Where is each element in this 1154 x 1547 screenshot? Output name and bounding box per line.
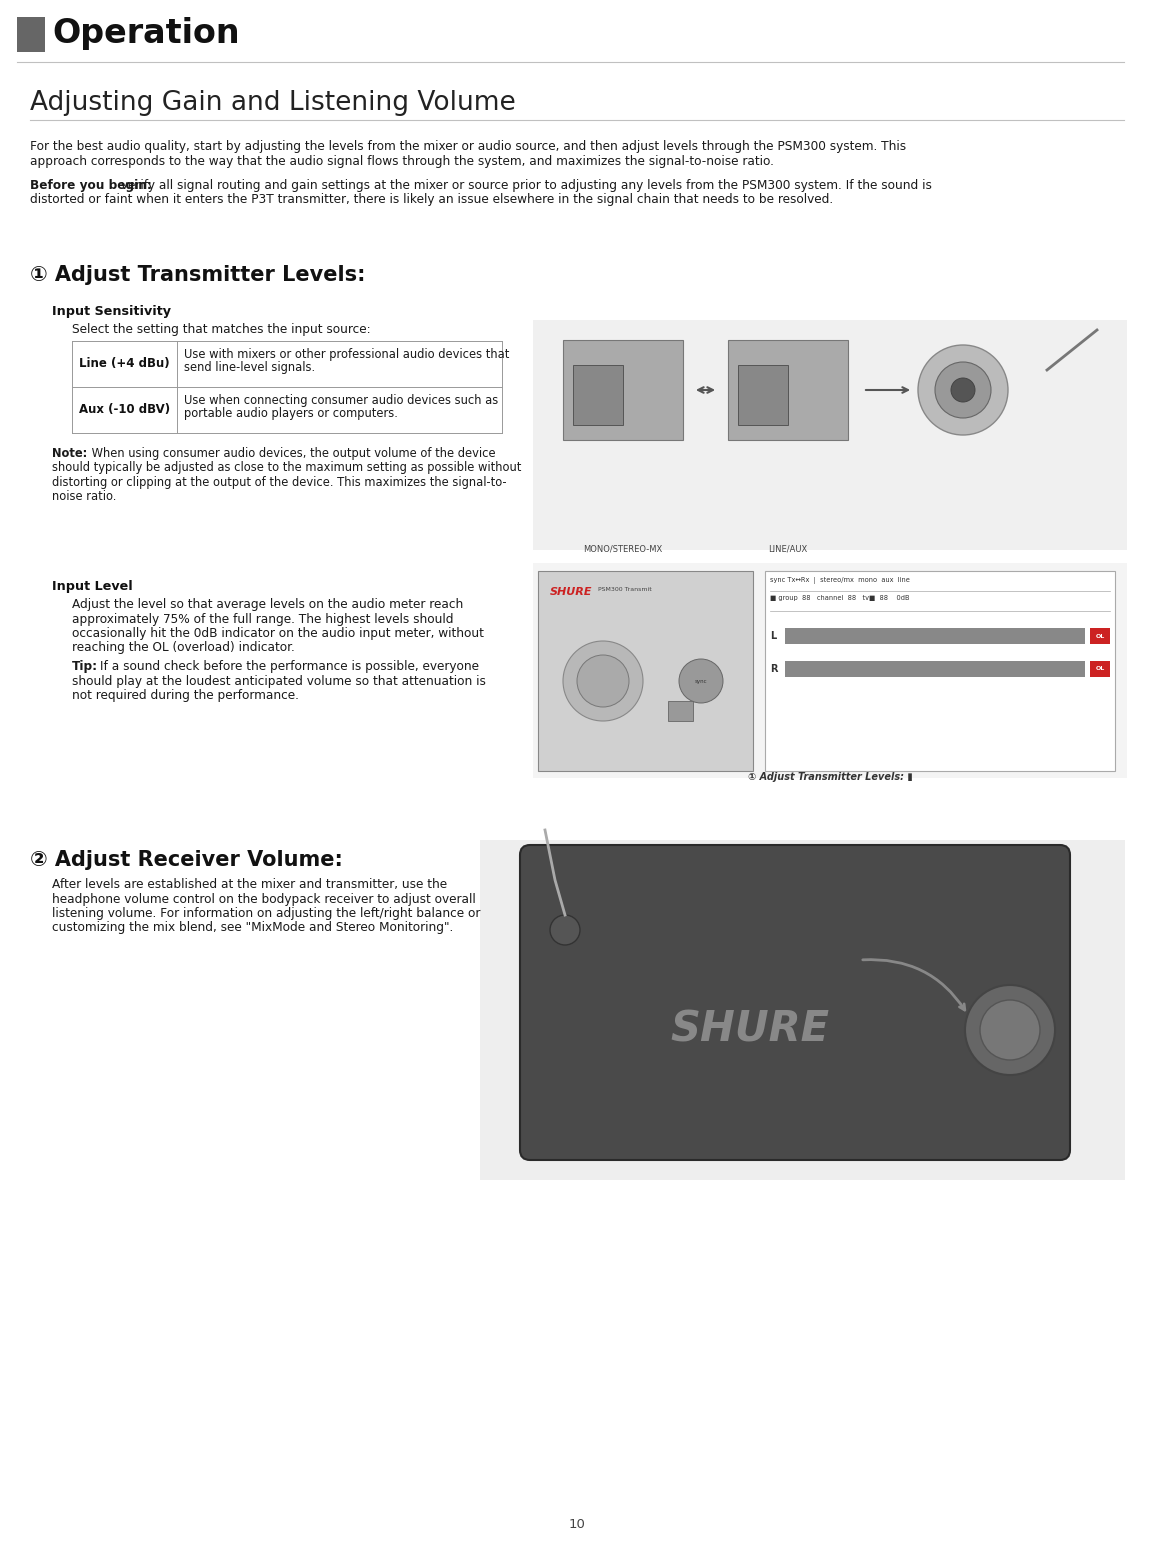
Text: should play at the loudest anticipated volume so that attenuation is: should play at the loudest anticipated v… xyxy=(72,674,486,687)
Text: listening volume. For information on adjusting the left/right balance or: listening volume. For information on adj… xyxy=(52,907,480,920)
Text: OL: OL xyxy=(1095,667,1104,671)
Text: When using consumer audio devices, the output volume of the device: When using consumer audio devices, the o… xyxy=(88,447,495,459)
Text: 10: 10 xyxy=(569,1519,585,1532)
Text: Use with mixers or other professional audio devices that: Use with mixers or other professional au… xyxy=(183,348,509,360)
Circle shape xyxy=(550,914,580,945)
Text: After levels are established at the mixer and transmitter, use the: After levels are established at the mixe… xyxy=(52,879,447,891)
Text: ① Adjust Transmitter Levels: ▮: ① Adjust Transmitter Levels: ▮ xyxy=(748,772,913,781)
Text: distorted or faint when it enters the P3T transmitter, there is likely an issue : distorted or faint when it enters the P3… xyxy=(30,193,833,206)
Text: portable audio players or computers.: portable audio players or computers. xyxy=(183,407,398,421)
Text: MONO/STEREO-MX: MONO/STEREO-MX xyxy=(584,545,662,554)
Text: reaching the OL (overload) indicator.: reaching the OL (overload) indicator. xyxy=(72,642,294,654)
Text: Tip:: Tip: xyxy=(72,661,98,673)
Text: OL: OL xyxy=(1095,634,1104,639)
Bar xyxy=(739,365,788,425)
Text: Line (+4 dBu): Line (+4 dBu) xyxy=(80,357,170,370)
Text: ■ group  88   channel  88   tv■  88    0dB: ■ group 88 channel 88 tv■ 88 0dB xyxy=(770,596,909,600)
Text: LINE/AUX: LINE/AUX xyxy=(769,545,808,554)
Circle shape xyxy=(951,377,975,402)
Bar xyxy=(765,571,1115,770)
Text: Select the setting that matches the input source:: Select the setting that matches the inpu… xyxy=(72,323,370,336)
Bar xyxy=(533,563,1127,778)
Text: sync Tx↔Rx  |  stereo/mx  mono  aux  line: sync Tx↔Rx | stereo/mx mono aux line xyxy=(770,577,909,585)
Circle shape xyxy=(935,362,991,418)
Text: For the best audio quality, start by adjusting the levels from the mixer or audi: For the best audio quality, start by adj… xyxy=(30,139,906,153)
Circle shape xyxy=(980,999,1040,1060)
Bar xyxy=(563,340,683,439)
Text: Input Sensitivity: Input Sensitivity xyxy=(52,305,171,319)
Text: customizing the mix blend, see "MixMode and Stereo Monitoring".: customizing the mix blend, see "MixMode … xyxy=(52,922,454,934)
Bar xyxy=(668,701,694,721)
Circle shape xyxy=(563,640,643,721)
Bar xyxy=(785,628,1085,644)
Text: PSM300 Transmit: PSM300 Transmit xyxy=(598,586,652,593)
Text: SHURE: SHURE xyxy=(550,586,592,597)
Bar xyxy=(574,365,623,425)
Text: sync: sync xyxy=(695,679,707,684)
Text: ② Adjust Receiver Volume:: ② Adjust Receiver Volume: xyxy=(30,849,343,869)
Text: noise ratio.: noise ratio. xyxy=(52,490,117,503)
Circle shape xyxy=(679,659,724,702)
FancyBboxPatch shape xyxy=(520,845,1070,1160)
Text: R: R xyxy=(770,664,778,674)
Text: approach corresponds to the way that the audio signal flows through the system, : approach corresponds to the way that the… xyxy=(30,155,774,167)
Text: verify all signal routing and gain settings at the mixer or source prior to adju: verify all signal routing and gain setti… xyxy=(117,179,932,192)
Bar xyxy=(17,17,45,53)
Bar xyxy=(1091,628,1110,644)
Circle shape xyxy=(965,985,1055,1075)
Text: ① Adjust Transmitter Levels:: ① Adjust Transmitter Levels: xyxy=(30,265,366,285)
Text: should typically be adjusted as close to the maximum setting as possible without: should typically be adjusted as close to… xyxy=(52,461,522,475)
Bar xyxy=(480,840,1125,1180)
Text: occasionally hit the 0dB indicator on the audio input meter, without: occasionally hit the 0dB indicator on th… xyxy=(72,627,484,640)
Text: Operation: Operation xyxy=(52,17,240,51)
Text: distorting or clipping at the output of the device. This maximizes the signal-to: distorting or clipping at the output of … xyxy=(52,476,507,489)
Text: Adjusting Gain and Listening Volume: Adjusting Gain and Listening Volume xyxy=(30,90,516,116)
Text: approximately 75% of the full range. The highest levels should: approximately 75% of the full range. The… xyxy=(72,613,454,625)
Text: send line-level signals.: send line-level signals. xyxy=(183,362,315,374)
Text: Use when connecting consumer audio devices such as: Use when connecting consumer audio devic… xyxy=(183,394,499,407)
Text: Note:: Note: xyxy=(52,447,88,459)
Text: Before you begin:: Before you begin: xyxy=(30,179,152,192)
Bar xyxy=(533,320,1127,551)
Text: headphone volume control on the bodypack receiver to adjust overall: headphone volume control on the bodypack… xyxy=(52,893,475,905)
Text: SHURE: SHURE xyxy=(670,1009,830,1050)
Text: L: L xyxy=(770,631,777,640)
Text: Adjust the level so that average levels on the audio meter reach: Adjust the level so that average levels … xyxy=(72,599,463,611)
Bar xyxy=(785,661,1085,678)
Bar xyxy=(1091,661,1110,678)
Text: If a sound check before the performance is possible, everyone: If a sound check before the performance … xyxy=(96,661,479,673)
Bar xyxy=(538,571,754,770)
Text: Input Level: Input Level xyxy=(52,580,133,593)
Circle shape xyxy=(917,345,1007,435)
Circle shape xyxy=(577,654,629,707)
Bar xyxy=(728,340,848,439)
Text: not required during the performance.: not required during the performance. xyxy=(72,688,299,702)
Text: Aux (-10 dBV): Aux (-10 dBV) xyxy=(78,404,170,416)
